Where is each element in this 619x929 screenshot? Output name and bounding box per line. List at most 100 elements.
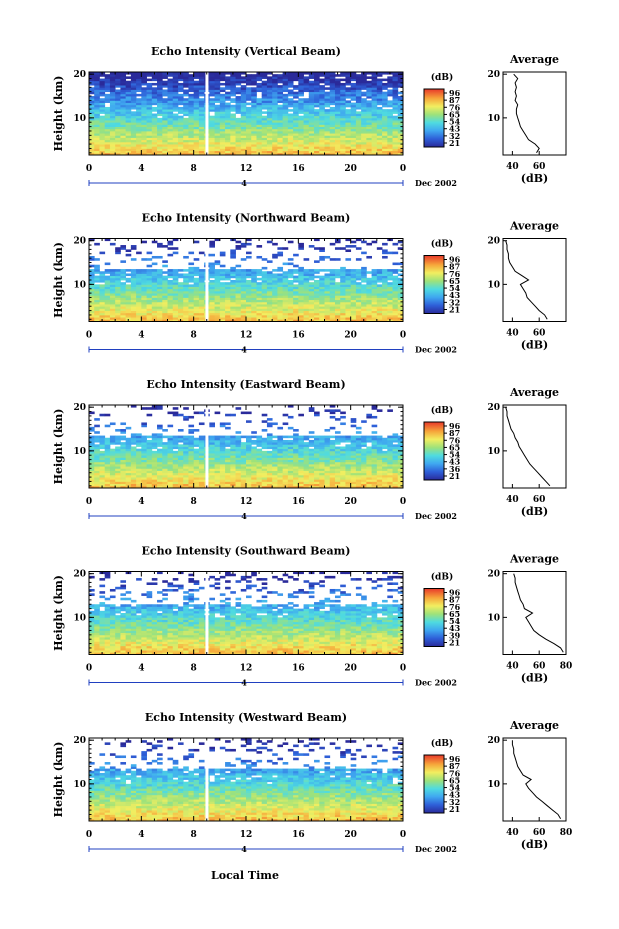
heatmap-cell: [324, 308, 331, 311]
heatmap-cell: [167, 91, 174, 95]
heatmap-cell: [89, 304, 95, 307]
heatmap-cell: [355, 89, 362, 93]
heatmap-cell: [198, 122, 205, 125]
heatmap-cell: [387, 483, 393, 487]
heatmap-cell: [266, 89, 273, 93]
heatmap-cell: [225, 93, 231, 97]
heatmap-cell: [125, 472, 132, 476]
heatmap-cell: [382, 93, 388, 97]
heatmap-cell: [188, 290, 195, 294]
heatmap-cell: [366, 312, 372, 316]
heatmap-cell: [177, 150, 184, 154]
heatmap-cell: [361, 280, 367, 283]
heatmap-cell: [256, 474, 263, 478]
heatmap-cell: [298, 304, 304, 307]
heatmap-cell: [89, 150, 95, 154]
heatmap-cell: [282, 96, 289, 99]
heatmap-cell: [382, 130, 388, 134]
heatmap-cell: [167, 126, 174, 130]
heatmap-cell: [345, 139, 352, 143]
heatmap-cell: [225, 144, 231, 147]
heatmap-cell: [125, 299, 132, 303]
heatmap-cell: [256, 479, 263, 482]
heatmap-cell: [188, 477, 195, 480]
heatmap-cell: [272, 273, 278, 277]
heatmap-cell: [303, 109, 310, 112]
heatmap-cell: [314, 461, 320, 465]
heatmap-cell: [157, 128, 163, 132]
heatmap-cell: [183, 301, 189, 305]
average-frame: [502, 71, 567, 156]
heatmap-cell: [355, 477, 362, 480]
heatmap-cell: [355, 122, 362, 125]
heatmap-cell: [183, 474, 189, 478]
heatmap-cell: [261, 85, 268, 88]
heatmap-cell: [235, 102, 242, 106]
heatmap-cell: [115, 247, 121, 250]
heatmap-cell: [387, 295, 393, 298]
heatmap-cell: [345, 485, 352, 489]
heatmap-cell: [340, 453, 346, 456]
heatmap-cell: [99, 100, 106, 103]
heatmap-cell: [293, 264, 299, 268]
heatmap-cell: [251, 450, 257, 454]
heatmap-cell: [371, 111, 378, 114]
heatmap-cell: [303, 310, 310, 314]
heatmap-cell: [382, 115, 388, 119]
heatmap-cell: [177, 290, 184, 294]
heatmap-cell: [141, 269, 147, 272]
heatmap-cell: [109, 148, 116, 152]
heatmap-cell: [109, 269, 116, 272]
heatmap-cell: [219, 485, 226, 489]
heatmap-cell: [157, 139, 163, 143]
heatmap-cell: [397, 135, 404, 138]
heatmap-cell: [272, 310, 278, 314]
heatmap-cell: [376, 317, 383, 320]
heatmap-cell: [167, 485, 174, 489]
heatmap-cell: [387, 139, 393, 143]
heatmap-cell: [141, 87, 147, 90]
heatmap-cell: [392, 242, 399, 246]
heatmap-cell: [266, 466, 273, 469]
heatmap-cell: [89, 293, 95, 296]
heatmap-cell: [329, 271, 336, 274]
heatmap-cell: [219, 98, 226, 101]
heatmap-cell: [209, 264, 215, 268]
heatmap-cell: [209, 310, 215, 314]
heatmap-cell: [240, 144, 247, 147]
heatmap-cell: [314, 150, 320, 154]
heatmap-cell: [230, 312, 236, 316]
heatmap-cell: [376, 450, 383, 454]
heatmap-cell: [371, 457, 378, 460]
heatmap-cell: [230, 306, 236, 309]
heatmap-cell: [167, 87, 174, 90]
heatmap-cell: [392, 135, 399, 138]
heatmap-cell: [193, 470, 200, 474]
heatmap-cell: [130, 102, 137, 106]
heatmap-cell: [392, 479, 399, 482]
heatmap-cell: [188, 76, 195, 79]
heatmap-cell: [141, 468, 147, 471]
heatmap-cell: [256, 468, 263, 471]
heatmap-cell: [392, 122, 399, 125]
heatmap-cell: [376, 286, 383, 290]
heatmap-cell: [392, 109, 399, 112]
heatmap-cell: [125, 284, 132, 287]
heatmap-cell: [272, 126, 278, 130]
heatmap-cell: [240, 245, 247, 248]
heatmap-cell: [99, 461, 106, 465]
heatmap-cell: [387, 477, 393, 480]
heatmap-cell: [382, 141, 388, 145]
heatmap-cell: [198, 87, 205, 90]
heatmap-cell: [340, 141, 346, 145]
heatmap-cell: [188, 109, 195, 112]
heatmap-cell: [376, 474, 383, 478]
heatmap-cell: [225, 466, 231, 469]
heatmap-cell: [345, 111, 352, 114]
heatmap-cell: [261, 111, 268, 114]
heatmap-cell: [167, 137, 174, 141]
heatmap-cell: [214, 314, 221, 318]
heatmap-cell: [376, 455, 383, 458]
heatmap-cell: [235, 301, 242, 305]
heatmap-cell: [235, 76, 242, 79]
